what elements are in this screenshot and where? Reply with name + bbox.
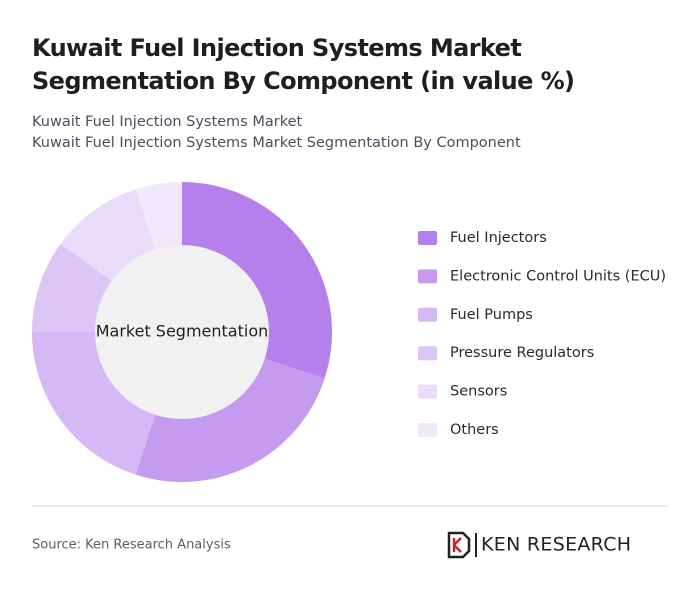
legend-swatch: [418, 346, 437, 361]
legend-label: Sensors: [450, 384, 507, 400]
subtitle: Kuwait Fuel Injection Systems Market: [32, 114, 303, 130]
subtitle: Kuwait Fuel Injection Systems Market Seg…: [32, 135, 521, 151]
legend: Fuel Injectors Electronic Control Units (…: [418, 230, 666, 438]
logo-icon: [447, 531, 477, 559]
legend-swatch: [418, 423, 437, 437]
legend-label: Pressure Regulators: [450, 345, 594, 361]
legend-label: Others: [450, 422, 499, 438]
donut-hole: [95, 245, 269, 419]
legend-label: Electronic Control Units (ECU): [450, 268, 666, 284]
legend-swatch: [418, 269, 437, 284]
legend-swatch: [418, 384, 437, 399]
logo-text: KEN RESEARCH: [481, 534, 631, 556]
center-label: Market Segmentation: [96, 322, 269, 341]
source: Source: Ken Research Analysis: [32, 538, 231, 553]
chart-title: Kuwait Fuel Injection Systems Market Seg…: [32, 34, 575, 95]
legend-label: Fuel Injectors: [450, 230, 547, 246]
legend-swatch: [418, 307, 437, 322]
legend-swatch: [418, 231, 437, 245]
legend-label: Fuel Pumps: [450, 307, 533, 323]
